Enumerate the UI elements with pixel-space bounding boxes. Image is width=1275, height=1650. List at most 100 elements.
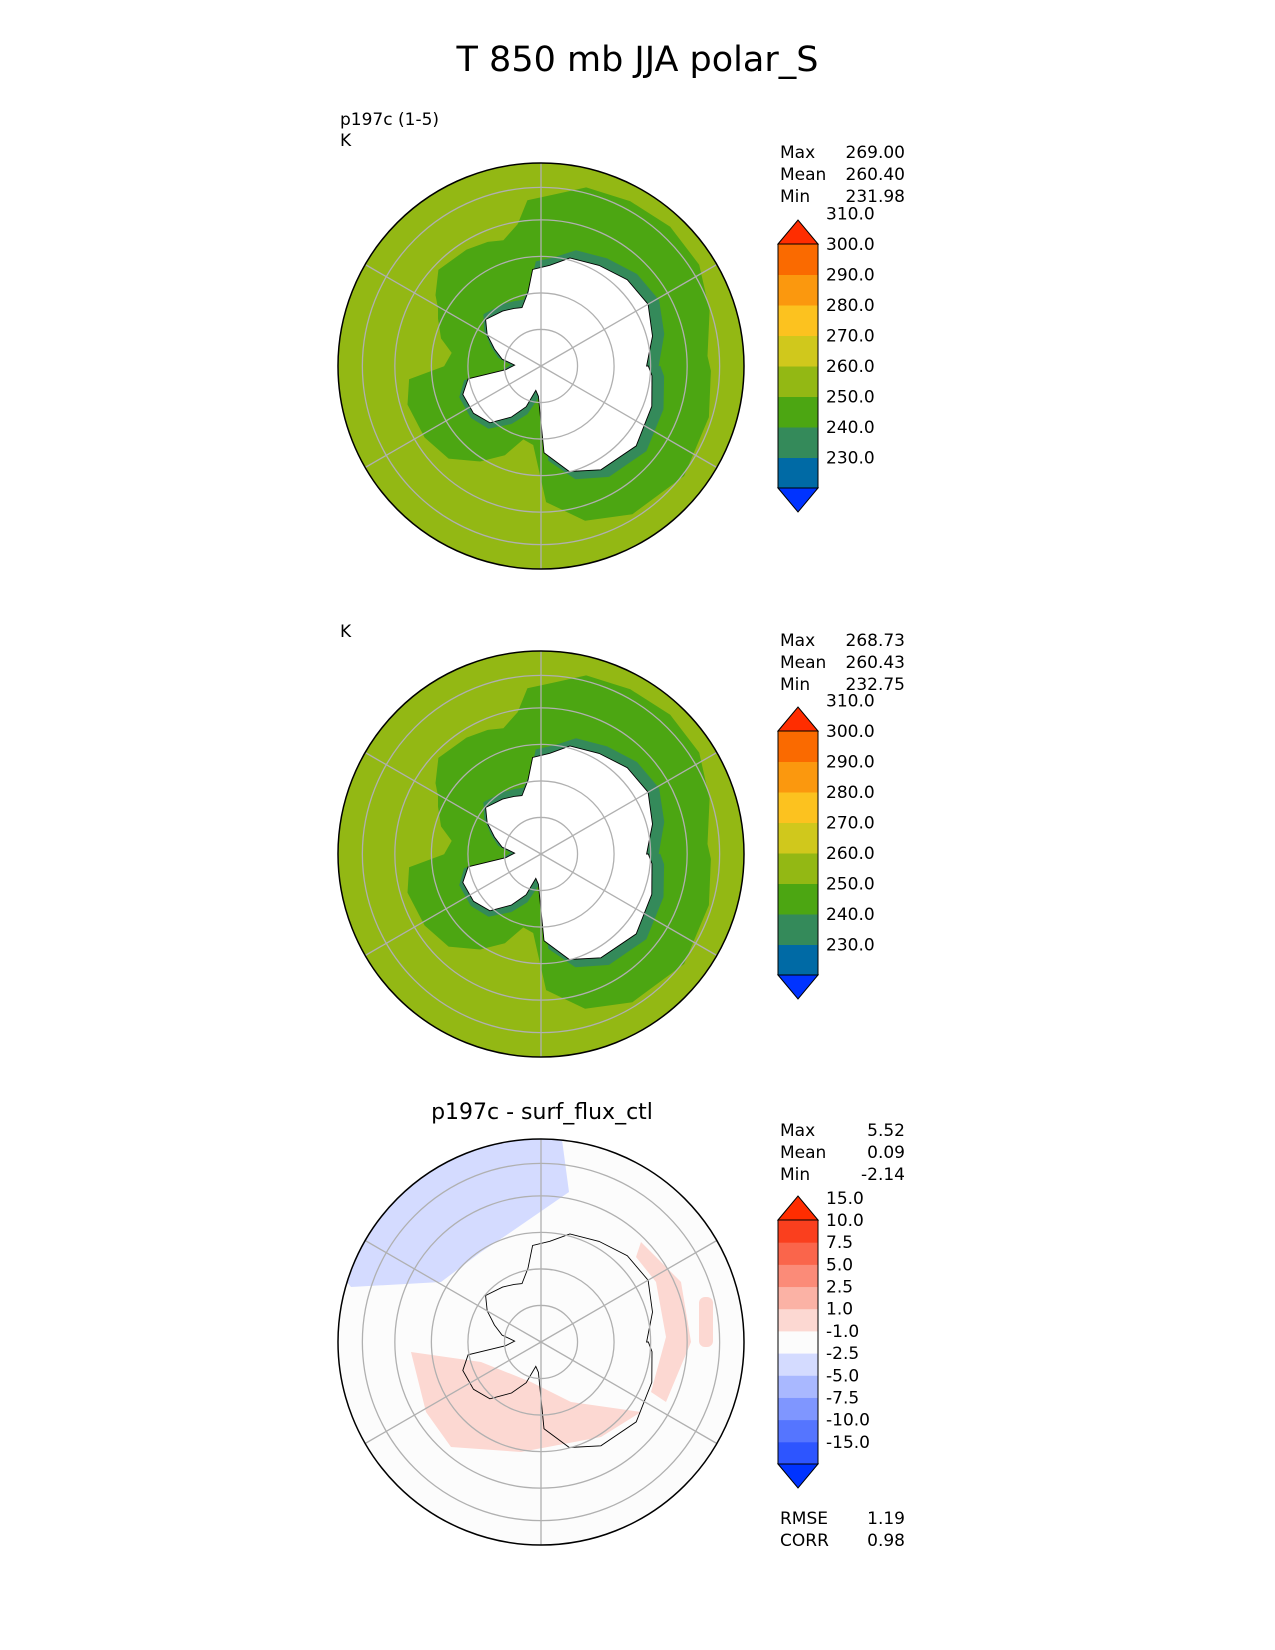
colorbar-tick-label: 250.0 [826, 875, 875, 895]
colorbar-segment [778, 822, 818, 854]
colorbar-tick-label: 270.0 [826, 327, 875, 347]
stat-label: Min [780, 1165, 811, 1185]
field-positive-region [411, 1352, 641, 1452]
colorbar-segment [778, 1264, 818, 1288]
stat-label: Mean [780, 653, 827, 673]
colorbar-segment [778, 1375, 818, 1398]
colorbar-tick-label: -2.5 [826, 1344, 859, 1364]
colorbar-tick-label: 5.0 [826, 1255, 853, 1275]
colorbar-segment [778, 1308, 818, 1332]
colorbar-segment [778, 1397, 818, 1421]
panel2-stats: Max 268.73 Mean 260.43 Min 232.75 [780, 630, 905, 696]
stat-label: Mean [780, 165, 827, 185]
colorbar-1: 230.0 240.0 250.0 260.0 270.0 280.0 290.0 300.0… [776, 205, 875, 513]
colorbar-segment [778, 457, 818, 489]
colorbar-segment [778, 335, 818, 367]
colorbar-segment [778, 244, 818, 275]
stat-label: Max [780, 143, 816, 163]
stat-value: 269.00 [845, 143, 905, 163]
stat-value: 1.19 [867, 1509, 905, 1529]
colorbar-segment [778, 1220, 818, 1243]
colorbar-segment [778, 883, 818, 915]
stat-label: Max [780, 631, 816, 651]
colorbar-frame [777, 730, 819, 976]
panel2-label: K [340, 622, 351, 643]
colorbar-segment [778, 1286, 818, 1310]
longitude-gridline [540, 751, 718, 855]
colorbar-tick-label: 300.0 [826, 722, 875, 742]
field-positive-patch [699, 1297, 713, 1347]
stat-label: Min [780, 675, 811, 695]
stat-value: -2.14 [861, 1165, 905, 1185]
map-panel-1 [337, 162, 745, 570]
longitude-gridline [540, 263, 718, 367]
colorbar-tick-label: -10.0 [826, 1411, 870, 1431]
map-field [338, 163, 744, 569]
stat-label: Min [780, 187, 811, 207]
colorbar-tick-label: 260.0 [826, 844, 875, 864]
colorbar-frame [777, 243, 819, 489]
stat-value: 5.52 [867, 1121, 905, 1141]
panel1-label-line2: K [340, 131, 352, 151]
colorbar-extend-max [776, 219, 820, 245]
longitude-gridline [364, 751, 542, 855]
longitude-gridline [364, 1341, 542, 1445]
map-boundary [337, 1138, 745, 1546]
field-coastal-positive [636, 1242, 691, 1402]
colorbar-tick-label: 310.0 [826, 692, 875, 712]
longitude-gridline [364, 1239, 542, 1343]
map-field [338, 651, 744, 1057]
longitude-gridline [364, 853, 542, 957]
longitude-gridline [540, 365, 718, 469]
longitude-gridline [540, 1341, 718, 1445]
stat-value: 0.09 [867, 1143, 905, 1163]
colorbar-segment [778, 761, 818, 793]
panel1-stats: Max 269.00 Mean 260.40 Min 231.98 [780, 142, 905, 208]
colorbar-segment [778, 1419, 818, 1443]
panel1-label: p197c (1-5) K [340, 110, 439, 152]
panel3-footer-stats: RMSE 1.19 CORR 0.98 [780, 1508, 905, 1552]
colorbar-segment [778, 1353, 818, 1376]
map-field [338, 1139, 744, 1545]
colorbar-tick-label: 1.0 [826, 1300, 853, 1320]
colorbar-segment [778, 914, 818, 945]
colorbar-segment [778, 731, 818, 762]
colorbar-tick-label: 15.0 [826, 1189, 864, 1209]
stat-value: 0.98 [867, 1531, 905, 1551]
colorbar-extend-max [776, 706, 820, 732]
colorbar-segment [778, 1330, 818, 1354]
colorbar-tick-label: 7.5 [826, 1233, 853, 1253]
colorbar-extend-min [776, 487, 820, 513]
antarctica-landmask [462, 745, 653, 960]
colorbar-tick-label: 280.0 [826, 296, 875, 316]
map-boundary [337, 162, 745, 570]
colorbar-tick-label: 240.0 [826, 418, 875, 438]
colorbar-tick-label: 2.5 [826, 1278, 853, 1298]
colorbar-tick-label: -1.0 [826, 1322, 859, 1342]
colorbar-tick-label: 290.0 [826, 753, 875, 773]
stat-label: Max [780, 1121, 816, 1141]
colorbar-segment [778, 396, 818, 428]
colorbar-tick-label: 230.0 [826, 449, 875, 469]
colorbar-frame [777, 1219, 819, 1465]
colorbar-tick-label: 260.0 [826, 357, 875, 377]
colorbar-segment [778, 366, 818, 397]
colorbar-3: -15.0-10.0 -7.5-5.0-2.5-1.01.02.5 5.07.510… [776, 1189, 870, 1489]
colorbar-segment [778, 274, 818, 306]
stat-value: 231.98 [845, 187, 905, 207]
colorbar-tick-label: -15.0 [826, 1433, 870, 1453]
panel3-stats: Max 5.52 Mean 0.09 Min -2.14 [780, 1120, 905, 1186]
stat-label: Mean [780, 1143, 827, 1163]
figure-title: T 850 mb JJA polar_S [456, 40, 819, 80]
colorbar-tick-label: -7.5 [826, 1388, 859, 1408]
longitude-gridline [364, 365, 542, 469]
longitude-gridline [540, 853, 718, 957]
colorbar-tick-label: 300.0 [826, 235, 875, 255]
longitude-gridline [540, 1239, 718, 1343]
colorbar-extend-max [776, 1195, 820, 1221]
colorbar-tick-label: 230.0 [826, 936, 875, 956]
stat-value: 260.40 [845, 165, 905, 185]
stat-value: 268.73 [845, 631, 905, 651]
colorbar-segment [778, 427, 818, 458]
